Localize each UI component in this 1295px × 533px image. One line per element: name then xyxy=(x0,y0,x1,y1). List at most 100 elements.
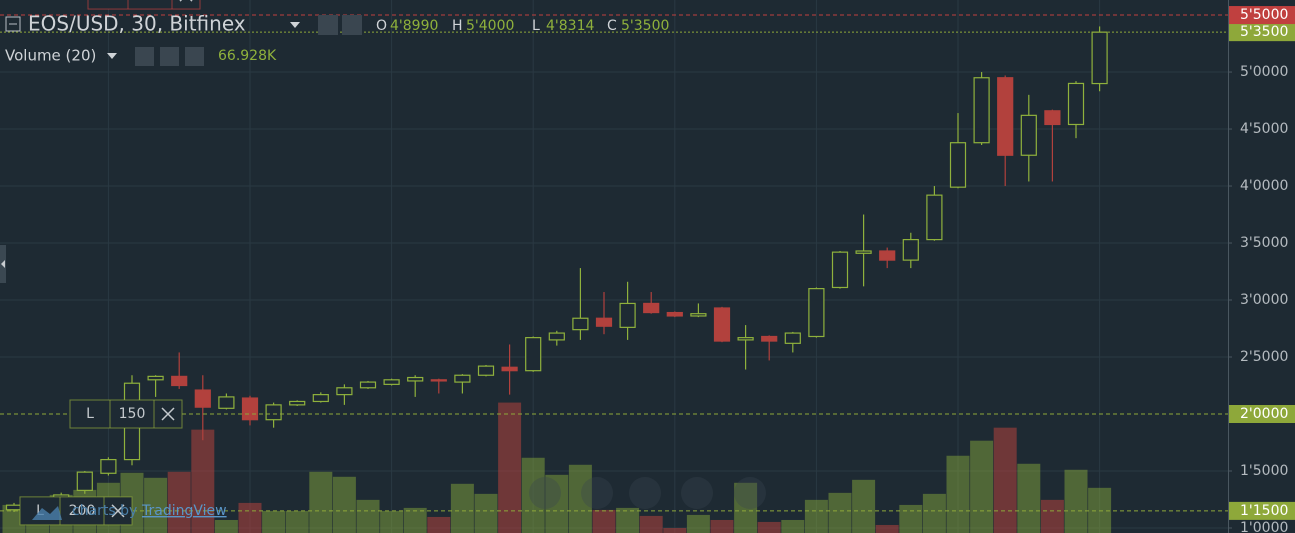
order-cancel[interactable] xyxy=(111,504,125,518)
volume-bar xyxy=(474,493,498,533)
nav-button[interactable] xyxy=(734,477,766,509)
settings-button[interactable] xyxy=(342,15,362,35)
candle-body xyxy=(643,302,660,314)
order-price-label: 2'0000 xyxy=(1240,406,1288,422)
candle-body xyxy=(1091,31,1108,85)
volume-bar xyxy=(356,499,380,533)
candle-body xyxy=(501,366,518,372)
candle-body xyxy=(147,375,164,381)
volume-title[interactable]: Volume (20) xyxy=(5,47,96,65)
order-price-label: 1'1500 xyxy=(1240,503,1288,519)
nav-button[interactable] xyxy=(529,477,561,509)
order-box[interactable] xyxy=(69,399,183,429)
ohlc-key: L xyxy=(532,18,540,34)
candle-body xyxy=(265,404,282,421)
side-arrow xyxy=(1,260,5,268)
volume-bar xyxy=(946,455,970,533)
candle-body xyxy=(595,317,613,327)
ohlc-value: 4'8990 xyxy=(390,18,438,34)
volume-bar xyxy=(498,402,522,533)
volume-bar xyxy=(1040,499,1064,533)
candle-body xyxy=(666,311,683,317)
volume-bar xyxy=(403,507,427,533)
y-tick-label: 5'0000 xyxy=(1240,64,1288,80)
candle-body xyxy=(5,504,23,511)
volume-bar xyxy=(214,519,238,533)
volume-bar xyxy=(616,507,640,533)
volume-bar xyxy=(144,477,168,533)
candle-body xyxy=(879,250,896,261)
dropdown-arrow[interactable] xyxy=(290,22,300,28)
candle-body xyxy=(902,238,919,261)
order-box[interactable] xyxy=(87,0,201,10)
ohlc-key: O xyxy=(376,18,387,34)
candle-body xyxy=(100,458,117,474)
candle-body xyxy=(407,376,424,382)
ohlc-value: 5'3500 xyxy=(621,18,669,34)
nav-button[interactable] xyxy=(581,477,613,509)
volume-bar xyxy=(427,516,451,533)
candle-body xyxy=(997,77,1014,156)
candle-body xyxy=(1067,82,1085,126)
nav-buttons xyxy=(529,477,766,509)
candle-body xyxy=(218,396,235,409)
candle-body xyxy=(761,335,778,342)
candle-body xyxy=(383,379,400,385)
candle-body xyxy=(477,365,495,376)
order-side: L xyxy=(86,406,94,422)
order-box[interactable] xyxy=(19,496,133,526)
candle-body xyxy=(973,77,990,144)
candle-body xyxy=(548,332,565,341)
candle-body xyxy=(737,337,754,341)
watermark-text: charts by xyxy=(72,503,137,519)
candle-body xyxy=(525,337,542,372)
nav-button[interactable] xyxy=(629,477,661,509)
candle-body xyxy=(289,400,306,406)
order-quantity: 200 xyxy=(69,503,96,519)
order-side: L xyxy=(104,0,112,3)
candle-body xyxy=(1020,114,1037,156)
grid xyxy=(0,0,1228,533)
order-price-label: 5'5000 xyxy=(1240,7,1288,23)
candle-body xyxy=(171,375,188,387)
volume-bar xyxy=(568,464,592,533)
remove-button[interactable] xyxy=(185,47,204,66)
candle-body xyxy=(430,379,447,382)
volume-bar xyxy=(238,502,262,533)
volume-bar xyxy=(592,509,616,533)
eye-button[interactable] xyxy=(135,47,154,66)
settings-button[interactable] xyxy=(160,47,179,66)
candle-body xyxy=(454,374,471,383)
nav-button[interactable] xyxy=(681,477,713,509)
candle-body xyxy=(312,394,329,403)
order-badge xyxy=(1229,501,1295,520)
volume-bar xyxy=(663,528,687,533)
volume-bar xyxy=(639,515,663,533)
dropdown-arrow[interactable] xyxy=(107,53,117,59)
price-axis: 1'0000 1'5000 2'5000 3'0000 3'5000 4'0000 4'50… xyxy=(1228,6,1295,533)
price-badge-label: 5'3500 xyxy=(1240,24,1288,40)
candle-body xyxy=(831,251,849,289)
watermark-logo xyxy=(32,506,62,520)
y-tick-label: 3'5000 xyxy=(1240,235,1288,251)
candle-body xyxy=(949,142,967,188)
volume-bar xyxy=(545,474,569,533)
candle-body xyxy=(336,387,353,396)
ohlc-key: C xyxy=(607,18,617,34)
volume-bar xyxy=(875,524,899,533)
price-lines: L 50 L 150 L 200 xyxy=(0,0,1228,526)
candle-layer xyxy=(5,26,1108,513)
eye-button[interactable] xyxy=(318,15,338,35)
volume-bar xyxy=(828,492,852,533)
candle-body xyxy=(194,389,211,408)
symbol-title[interactable]: EOS/USD, 30, Bitfinex xyxy=(28,12,246,36)
watermark-link[interactable]: TradingView xyxy=(141,503,227,519)
order-badge xyxy=(1229,6,1295,25)
ohlc-value: 5'4000 xyxy=(466,18,514,34)
order-quantity: 150 xyxy=(119,406,146,422)
ohlc-legend: O 4'8990 H 5'4000 L 4'8314 C 5'3500 xyxy=(376,18,669,34)
order-cancel[interactable] xyxy=(161,407,175,421)
collapse-icon[interactable] xyxy=(5,16,21,32)
volume-bar xyxy=(332,476,356,533)
